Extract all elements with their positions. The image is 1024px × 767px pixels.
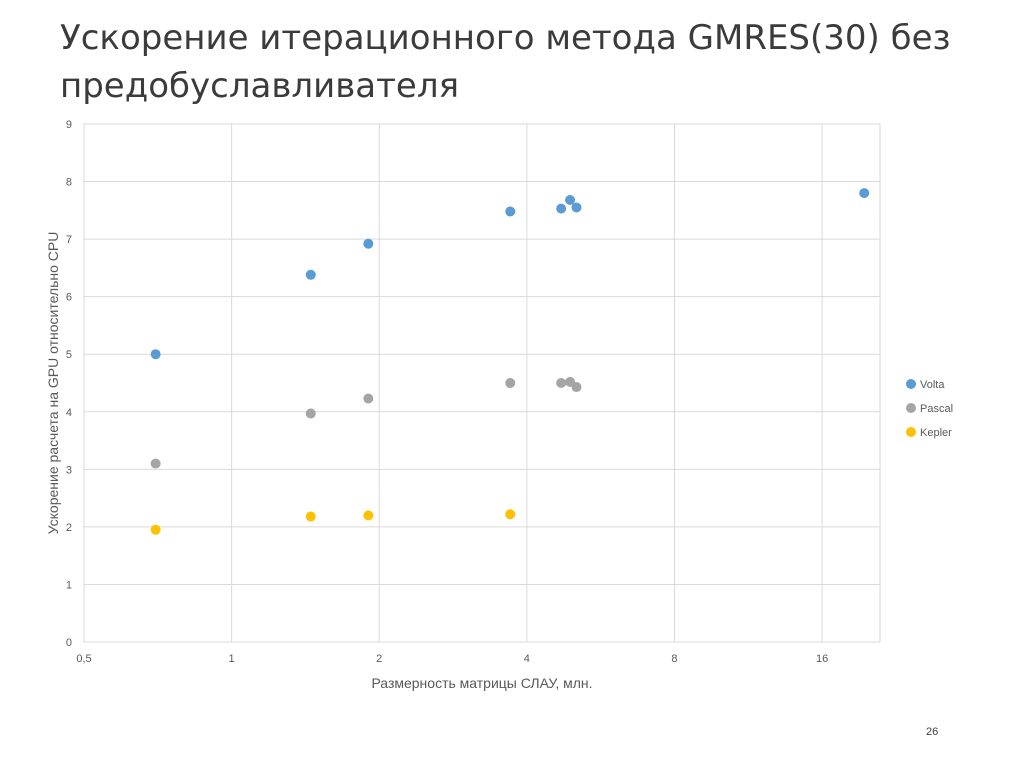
data-point <box>305 269 316 280</box>
tick-labels: 0 1 2 3 4 5 6 7 8 9 0,5 1 2 4 8 16 <box>66 119 828 665</box>
series-kepler <box>150 509 516 535</box>
series-volta <box>150 188 870 360</box>
series-pascal <box>150 376 582 469</box>
page-number: 26 <box>926 726 939 738</box>
data-point <box>305 511 316 522</box>
data-point <box>150 458 161 469</box>
data-point <box>556 378 567 388</box>
data-point <box>571 382 582 393</box>
slide-title: Ускорение итерационного метода GMRES(30)… <box>60 18 951 106</box>
data-points <box>150 188 870 535</box>
y-tick-label: 0 <box>66 637 72 649</box>
y-tick-label: 8 <box>66 177 72 189</box>
y-tick-label: 4 <box>66 407 72 419</box>
data-point <box>505 509 516 520</box>
data-point <box>505 378 516 388</box>
legend-item-volta: Volta <box>906 379 945 391</box>
legend-item-pascal: Pascal <box>906 403 953 415</box>
x-tick-label: 8 <box>671 653 677 665</box>
legend-label: Kepler <box>920 427 952 439</box>
data-point <box>150 349 161 360</box>
plot-border <box>83 123 881 643</box>
data-point <box>363 238 374 249</box>
data-point <box>363 393 374 404</box>
gridlines <box>83 123 880 643</box>
legend: Volta Pascal Kepler <box>906 379 953 439</box>
data-point <box>859 188 870 199</box>
y-tick-label: 2 <box>66 522 72 534</box>
data-point <box>305 408 316 419</box>
legend-marker <box>906 379 916 389</box>
y-tick-label: 9 <box>66 119 72 131</box>
x-tick-label: 1 <box>229 653 235 665</box>
y-axis-title: Ускорение расчета на GPU относительно CP… <box>45 232 61 535</box>
data-point <box>565 194 576 205</box>
legend-item-kepler: Kepler <box>906 427 952 439</box>
legend-marker <box>906 403 916 413</box>
x-tick-label: 16 <box>816 653 828 665</box>
data-point <box>556 203 567 214</box>
data-point <box>150 524 161 535</box>
data-point <box>571 202 582 213</box>
y-tick-label: 6 <box>66 292 72 304</box>
x-axis-title: Размерность матрицы СЛАУ, млн. <box>371 675 592 691</box>
y-tick-label: 5 <box>66 349 72 361</box>
x-tick-label: 2 <box>376 653 382 665</box>
legend-label: Pascal <box>920 403 953 415</box>
y-tick-label: 3 <box>66 464 72 476</box>
x-tick-label: 4 <box>524 653 530 665</box>
legend-marker <box>906 427 916 437</box>
legend-label: Volta <box>920 379 945 391</box>
data-point <box>363 510 374 521</box>
y-tick-label: 1 <box>66 579 72 591</box>
data-point <box>505 206 516 217</box>
x-tick-label: 0,5 <box>76 653 91 665</box>
y-tick-label: 7 <box>66 234 72 246</box>
